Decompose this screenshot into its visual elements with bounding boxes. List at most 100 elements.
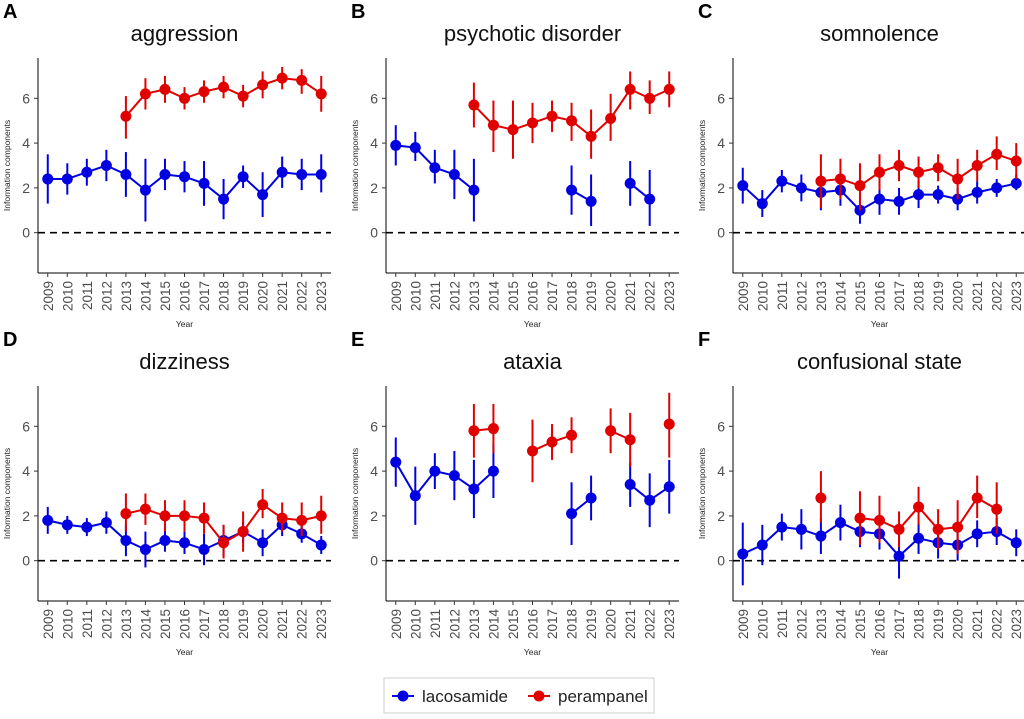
panel-title: psychotic disorder xyxy=(444,21,621,46)
data-point xyxy=(237,90,249,102)
panel-letter: A xyxy=(3,1,17,23)
x-tick-label: 2011 xyxy=(775,609,790,638)
x-tick-label: 2021 xyxy=(970,281,985,311)
series-perampanel xyxy=(815,471,1003,554)
data-point xyxy=(276,72,288,84)
data-point xyxy=(971,186,983,198)
data-point xyxy=(585,130,597,142)
data-point xyxy=(429,465,441,477)
y-tick-label: 0 xyxy=(22,553,30,569)
x-tick-label: 2018 xyxy=(912,609,927,639)
data-point xyxy=(854,180,866,192)
y-tick-label: 4 xyxy=(717,463,725,479)
legend-label-perampanel: perampanel xyxy=(558,687,648,706)
x-tick-label: 2018 xyxy=(565,609,580,639)
y-axis-label: Information components xyxy=(2,448,12,539)
data-point xyxy=(1010,155,1022,167)
x-tick-label: 2016 xyxy=(526,609,541,639)
data-point xyxy=(991,182,1003,194)
x-axis-label: Year xyxy=(871,647,888,657)
data-point xyxy=(527,117,538,129)
data-point xyxy=(566,184,578,196)
y-tick-label: 0 xyxy=(370,225,378,241)
data-point xyxy=(296,168,308,180)
data-point xyxy=(893,160,905,171)
data-point xyxy=(179,92,190,104)
x-tick-label: 2020 xyxy=(256,609,271,639)
series-perampanel xyxy=(815,136,1022,211)
x-tick-label: 2010 xyxy=(60,281,75,311)
data-point xyxy=(585,492,597,504)
data-point xyxy=(257,537,269,549)
data-point xyxy=(237,526,249,538)
data-point xyxy=(644,193,656,205)
x-tick-label: 2009 xyxy=(389,609,404,639)
data-point xyxy=(179,171,190,183)
x-tick-label: 2019 xyxy=(584,609,599,639)
data-point xyxy=(893,523,905,535)
x-tick-label: 2019 xyxy=(931,609,946,639)
data-point xyxy=(527,445,538,457)
data-point xyxy=(276,166,288,178)
x-tick-label: 2009 xyxy=(736,609,751,639)
data-point xyxy=(932,189,944,201)
data-point xyxy=(237,171,249,183)
x-tick-label: 2021 xyxy=(623,609,638,639)
x-tick-label: 2016 xyxy=(178,281,193,311)
data-point xyxy=(139,184,151,196)
x-tick-label: 2021 xyxy=(970,609,985,639)
series-lacosamide xyxy=(390,437,675,546)
data-point xyxy=(448,470,460,482)
data-point xyxy=(605,112,617,124)
x-tick-label: 2016 xyxy=(873,609,888,639)
data-point xyxy=(952,521,964,533)
series-lacosamide xyxy=(737,504,1022,586)
y-tick-label: 2 xyxy=(370,508,378,524)
x-tick-label: 2015 xyxy=(506,281,521,311)
x-tick-label: 2010 xyxy=(755,609,770,639)
x-tick-label: 2023 xyxy=(314,281,329,311)
data-point xyxy=(487,465,499,477)
x-tick-label: 2009 xyxy=(736,281,751,311)
data-point xyxy=(874,166,885,178)
data-point xyxy=(218,537,230,549)
data-point xyxy=(624,177,636,189)
x-tick-label: 2019 xyxy=(584,281,599,311)
x-tick-label: 2023 xyxy=(1009,609,1024,639)
data-point xyxy=(644,494,656,506)
data-point xyxy=(120,110,132,122)
data-point xyxy=(815,530,827,542)
x-tick-label: 2022 xyxy=(295,281,310,311)
x-tick-label: 2013 xyxy=(119,281,134,311)
data-point xyxy=(971,492,983,504)
x-tick-label: 2011 xyxy=(428,281,443,310)
data-point xyxy=(776,521,788,533)
data-point xyxy=(468,184,480,196)
y-tick-label: 0 xyxy=(717,553,725,569)
panel-title: dizziness xyxy=(139,349,229,374)
data-point xyxy=(1010,537,1022,549)
data-point xyxy=(663,481,675,493)
data-point xyxy=(61,519,73,531)
series-perampanel xyxy=(468,392,675,483)
y-tick-label: 2 xyxy=(370,180,378,196)
panel-title: somnolence xyxy=(820,21,939,46)
x-tick-label: 2017 xyxy=(545,609,560,639)
x-tick-label: 2020 xyxy=(951,281,966,311)
x-tick-label: 2015 xyxy=(158,609,173,639)
legend: lacosamide perampanel xyxy=(383,677,655,714)
x-tick-label: 2017 xyxy=(197,609,212,639)
x-tick-label: 2016 xyxy=(178,609,193,639)
data-point xyxy=(487,423,499,435)
x-tick-label: 2018 xyxy=(217,281,232,311)
x-tick-label: 2012 xyxy=(794,281,809,311)
data-point xyxy=(390,456,402,468)
x-tick-label: 2018 xyxy=(565,281,580,311)
x-tick-label: 2022 xyxy=(643,281,658,311)
legend-key-dot-perampanel xyxy=(533,690,545,702)
data-point xyxy=(276,512,288,524)
y-tick-label: 6 xyxy=(717,418,725,434)
